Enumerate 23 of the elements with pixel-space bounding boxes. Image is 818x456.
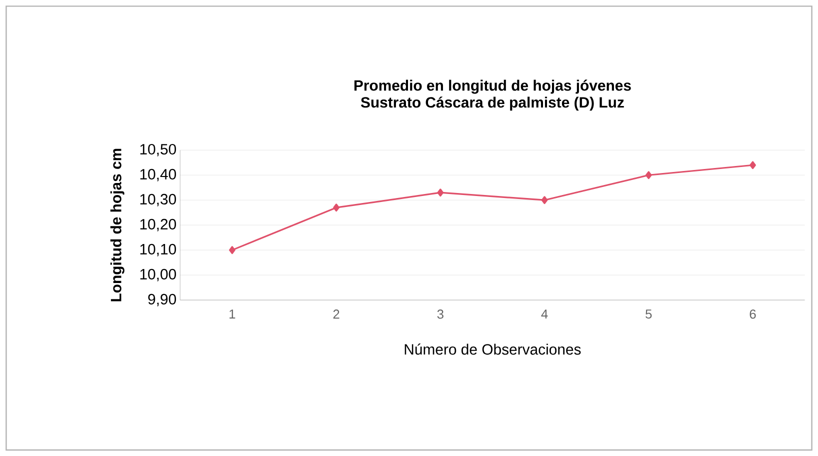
x-tick-label: 2 — [333, 309, 340, 319]
point — [437, 188, 444, 197]
y-tick-label: 10,10 — [140, 244, 176, 256]
point — [645, 171, 652, 180]
x-tick-label: 1 — [230, 309, 236, 318]
y-tick-label: 10,00 — [140, 268, 176, 282]
x-tick-label: 4 — [541, 309, 548, 318]
y-tick-label: 10,50 — [140, 144, 176, 156]
point — [333, 204, 340, 212]
x-tick-label: 3 — [437, 309, 444, 319]
point — [228, 246, 236, 254]
x-axis-title: Número de Observaciones — [404, 343, 581, 355]
x-tick-label: 6 — [750, 309, 756, 319]
y-tick-label: 10,30 — [140, 194, 176, 206]
y-tick-label: 10,40 — [140, 168, 176, 182]
point — [750, 161, 756, 170]
chart-title: Promedio en longitud de hojas jóvenes — [354, 80, 631, 94]
y-tick-label: 10,20 — [140, 218, 176, 232]
point — [541, 196, 548, 204]
y-axis-title: Longitud de hojas cm — [110, 148, 124, 302]
y-tick-label: 9,90 — [148, 294, 176, 306]
chart-subtitle: Sustrato Cáscara de palmiste (D) Luz — [360, 96, 624, 111]
x-tick-label: 5 — [646, 309, 652, 319]
